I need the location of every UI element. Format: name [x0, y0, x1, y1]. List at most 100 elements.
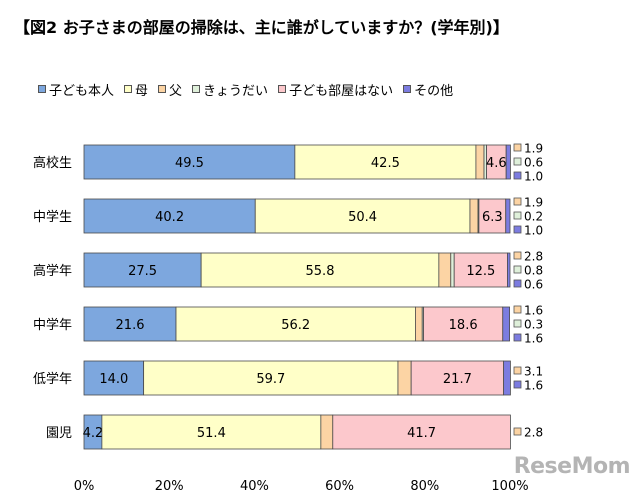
legend-item: 母 — [124, 80, 148, 99]
side-data-label: 1.9 — [524, 196, 543, 210]
bar-segment — [478, 198, 507, 234]
side-data-label: 1.0 — [524, 170, 543, 184]
bar-segment — [397, 360, 412, 396]
side-label-swatch — [513, 427, 522, 436]
legend: 子ども本人 母 父 きょうだい 子ども部屋はない その他 — [38, 80, 463, 99]
x-tick-label: 0% — [74, 479, 95, 494]
legend-item: 父 — [158, 80, 182, 99]
bar-segment — [320, 414, 334, 450]
legend-swatch — [158, 85, 167, 93]
data-label: 4.6 — [486, 156, 507, 171]
bar-segment — [83, 144, 296, 180]
legend-label: 子ども部屋はない — [289, 83, 394, 99]
data-label: 4.2 — [83, 426, 104, 441]
category-label: 中学年 — [33, 317, 72, 333]
side-label-swatch — [513, 366, 522, 375]
side-label-swatch — [513, 305, 522, 314]
data-label: 14.0 — [99, 372, 128, 387]
bar-segment — [438, 252, 452, 288]
category-label: 高学年 — [33, 263, 72, 279]
x-tick-label: 20% — [155, 479, 184, 494]
bar-segment — [83, 360, 145, 396]
data-label: 50.4 — [348, 210, 377, 225]
data-label: 42.5 — [371, 156, 400, 171]
data-label: 18.6 — [449, 318, 478, 333]
side-data-label: 1.9 — [524, 142, 543, 156]
side-label-swatch — [513, 225, 522, 234]
bar-segment — [505, 144, 511, 180]
side-label-swatch — [513, 171, 522, 180]
bar-segment — [83, 198, 256, 234]
legend-swatch — [403, 85, 412, 93]
category-label: 中学生 — [33, 209, 72, 225]
side-data-label: 0.6 — [524, 156, 543, 170]
bar-segment — [200, 252, 440, 288]
bar-segment — [254, 198, 471, 234]
bar-segment — [294, 144, 477, 180]
bar-segment — [453, 252, 508, 288]
data-label: 55.8 — [306, 264, 335, 279]
side-data-label: 3.1 — [524, 365, 543, 379]
side-data-label: 0.3 — [524, 318, 543, 332]
data-label: 56.2 — [281, 318, 310, 333]
side-data-label: 2.8 — [524, 426, 543, 440]
bar-segment — [507, 252, 511, 288]
side-label-swatch — [513, 197, 522, 206]
bar-segment — [415, 306, 423, 342]
category-label: 園児 — [46, 426, 72, 441]
side-data-label: 0.8 — [524, 264, 543, 278]
bar-segment — [332, 414, 511, 450]
legend-swatch — [38, 85, 46, 93]
side-data-label: 1.0 — [524, 224, 543, 238]
legend-swatch — [124, 85, 133, 93]
data-label: 49.5 — [175, 156, 204, 171]
bar-segment — [410, 360, 505, 396]
legend-item: 子ども本人 — [38, 80, 114, 99]
legend-item: きょうだい — [192, 80, 268, 99]
bar-segment — [83, 306, 177, 342]
legend-label: 母 — [135, 83, 149, 99]
legend-item: 子ども部屋はない — [278, 80, 393, 99]
legend-label: 子ども本人 — [49, 83, 115, 99]
data-label: 6.3 — [482, 210, 503, 225]
side-label-swatch — [513, 333, 522, 342]
side-data-label: 1.6 — [524, 379, 543, 393]
legend-item: その他 — [403, 80, 453, 99]
data-label: 40.2 — [155, 210, 184, 225]
side-label-swatch — [513, 251, 522, 260]
side-label-swatch — [513, 380, 522, 389]
data-label: 21.6 — [116, 318, 145, 333]
bar-segment — [475, 144, 485, 180]
side-label-swatch — [513, 211, 522, 220]
x-tick-label: 40% — [240, 479, 269, 494]
side-label-swatch — [513, 319, 522, 328]
side-label-swatch — [513, 143, 522, 152]
data-label: 51.4 — [197, 426, 226, 441]
side-data-label: 1.6 — [524, 304, 543, 318]
chart-title: 【図2 お子さまの部屋の掃除は、主に誰がしていますか？(学年別)】 — [14, 18, 509, 37]
bar-segment — [450, 252, 455, 288]
bar-segment — [101, 414, 322, 450]
side-data-label: 2.8 — [524, 250, 543, 264]
legend-label: その他 — [414, 83, 454, 99]
side-data-label: 1.6 — [524, 332, 543, 346]
side-label-swatch — [513, 265, 522, 274]
data-label: 27.5 — [128, 264, 157, 279]
legend-label: きょうだい — [203, 83, 269, 99]
watermark-logo: ReseMom — [513, 454, 631, 479]
bar-segment — [175, 306, 416, 342]
data-label: 21.7 — [443, 372, 472, 387]
legend-label: 父 — [169, 83, 183, 99]
category-label: 低学年 — [33, 371, 72, 387]
legend-swatch — [192, 85, 201, 93]
x-tick-label: 80% — [410, 479, 439, 494]
x-tick-label: 100% — [491, 479, 528, 494]
side-label-swatch — [513, 157, 522, 166]
data-label: 59.7 — [256, 372, 285, 387]
side-data-label: 0.6 — [524, 278, 543, 292]
category-label: 高校生 — [33, 155, 72, 171]
data-label: 41.7 — [407, 426, 436, 441]
side-label-swatch — [513, 279, 522, 288]
bar-segment — [503, 360, 511, 396]
